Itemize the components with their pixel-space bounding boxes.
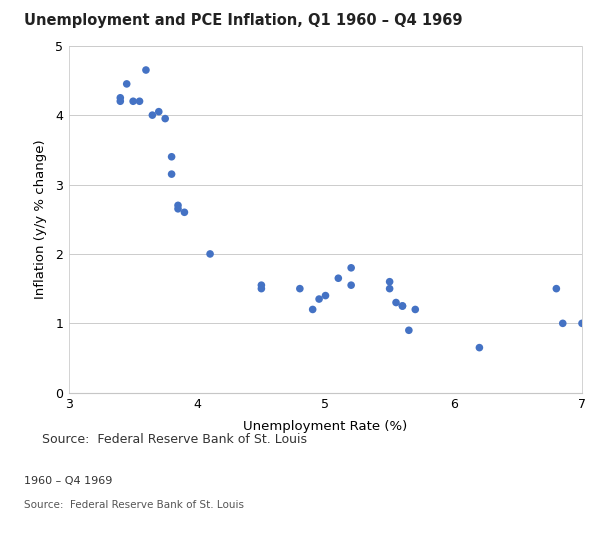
Point (308, 305, 317, 314)
Point (257, 281, 266, 289)
Point (160, 114, 170, 123)
Point (179, 208, 189, 217)
Point (257, 284, 266, 293)
Point (135, 97, 145, 105)
Point (173, 204, 183, 213)
Point (122, 80, 131, 88)
Text: 1960 – Q4 1969: 1960 – Q4 1969 (24, 476, 112, 486)
Point (391, 298, 401, 307)
Point (154, 108, 164, 116)
Point (295, 284, 305, 293)
Y-axis label: Inflation (y/y % change): Inflation (y/y % change) (34, 139, 47, 299)
Point (385, 278, 394, 286)
Point (205, 250, 215, 258)
Text: Source:  Federal Reserve Bank of St. Louis: Source: Federal Reserve Bank of St. Loui… (42, 433, 307, 446)
Point (116, 94, 125, 102)
Point (346, 264, 356, 272)
Point (551, 284, 561, 293)
Point (334, 274, 343, 282)
Point (346, 281, 356, 289)
Point (173, 201, 183, 210)
Point (314, 295, 324, 303)
Point (398, 302, 407, 310)
Point (385, 284, 394, 293)
Point (116, 97, 125, 105)
Point (141, 66, 151, 74)
Point (167, 152, 176, 161)
Text: Unemployment and PCE Inflation, Q1 1960 – Q4 1969: Unemployment and PCE Inflation, Q1 1960 … (24, 13, 463, 29)
Point (404, 326, 413, 335)
Point (320, 291, 330, 300)
Text: Source:  Federal Reserve Bank of St. Louis: Source: Federal Reserve Bank of St. Loui… (24, 500, 244, 511)
Point (398, 302, 407, 310)
Point (475, 343, 484, 352)
Point (410, 305, 420, 314)
Point (558, 319, 568, 328)
Point (167, 170, 176, 179)
Point (577, 319, 587, 328)
Point (128, 97, 138, 105)
X-axis label: Unemployment Rate (%): Unemployment Rate (%) (244, 420, 407, 433)
Point (148, 111, 157, 119)
